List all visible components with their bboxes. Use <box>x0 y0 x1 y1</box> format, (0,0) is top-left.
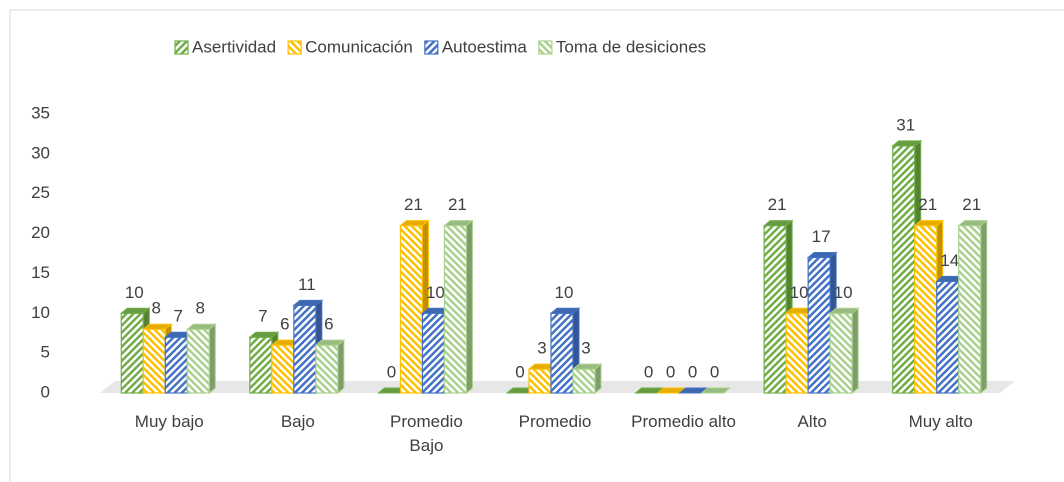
data-label: 31 <box>896 115 915 134</box>
data-label: 3 <box>581 339 590 358</box>
data-label: 10 <box>834 283 853 302</box>
bar-top <box>571 363 603 370</box>
data-label: 10 <box>555 283 574 302</box>
data-label: 0 <box>515 362 524 381</box>
bar-top <box>549 307 581 314</box>
bar-top <box>119 307 151 314</box>
bar <box>443 225 468 394</box>
data-label: 14 <box>940 251 959 270</box>
data-label: 8 <box>196 299 205 318</box>
data-label: 21 <box>448 195 467 214</box>
bar <box>829 312 853 394</box>
data-label: 8 <box>152 299 161 318</box>
bar <box>164 336 188 394</box>
bar <box>249 336 273 394</box>
bar-top <box>700 387 731 394</box>
bar <box>936 280 960 394</box>
data-label: 0 <box>710 362 719 381</box>
bar <box>550 312 574 394</box>
bar-top <box>957 220 989 227</box>
bar-side <box>337 339 345 395</box>
data-label: 21 <box>918 195 937 214</box>
data-label: 10 <box>125 283 144 302</box>
bar-top <box>762 220 794 227</box>
data-label: 10 <box>426 283 445 302</box>
bar-side <box>465 219 473 395</box>
y-tick-label: 10 <box>31 303 50 322</box>
bar-top <box>185 323 217 330</box>
bar-top <box>314 339 346 346</box>
bar-side <box>208 323 216 395</box>
chart-border <box>9 9 1064 482</box>
data-label: 6 <box>324 315 333 334</box>
data-label: 3 <box>537 339 546 358</box>
y-tick-label: 30 <box>31 143 50 162</box>
bar <box>807 256 831 394</box>
data-label: 0 <box>644 362 653 381</box>
bar <box>186 328 210 394</box>
y-tick-label: 0 <box>41 382 50 401</box>
bar-top <box>141 323 173 330</box>
legend-swatch <box>538 40 553 55</box>
bar-top <box>443 220 474 227</box>
bar <box>399 225 424 394</box>
x-tick-label: Muy alto <box>908 412 973 431</box>
bar <box>572 368 596 394</box>
data-label: 0 <box>387 362 396 381</box>
y-tick-label: 35 <box>31 103 50 122</box>
x-tick-label: Promedio Bajo <box>390 412 463 455</box>
bar-side <box>980 219 988 395</box>
bar <box>763 225 787 394</box>
bar-top <box>806 251 838 258</box>
data-label: 17 <box>812 227 831 246</box>
bar-top <box>913 220 945 227</box>
bar-side <box>851 307 859 395</box>
legend-label: Autoestima <box>442 37 528 56</box>
bar <box>958 225 982 394</box>
bar <box>528 368 552 394</box>
x-tick-label: Bajo <box>280 412 315 431</box>
data-label: 7 <box>174 307 183 326</box>
legend-label: Asertividad <box>192 37 276 56</box>
y-tick-label: 20 <box>31 223 50 242</box>
bar <box>421 312 446 394</box>
data-label: 21 <box>962 195 981 214</box>
legend-label: Comunicación <box>305 37 413 56</box>
data-label: 6 <box>280 315 289 334</box>
bar <box>914 225 938 394</box>
data-label: 11 <box>298 275 316 294</box>
data-label: 7 <box>258 307 267 326</box>
y-tick-label: 15 <box>31 263 50 282</box>
legend-label: Toma de desiciones <box>556 37 706 56</box>
bar-top <box>248 331 280 338</box>
bar <box>293 304 317 394</box>
bar <box>142 328 166 394</box>
data-label: 10 <box>790 283 809 302</box>
x-tick-label: Promedio <box>518 412 592 431</box>
bar-top <box>292 299 324 306</box>
data-label: 0 <box>688 362 697 381</box>
x-tick-label: Alto <box>797 412 827 431</box>
bar <box>120 312 144 394</box>
x-tick-label: Muy bajo <box>134 412 204 431</box>
data-label: 0 <box>666 362 675 381</box>
bar <box>315 344 339 394</box>
legend-swatch <box>174 40 189 55</box>
y-tick-label: 5 <box>41 343 50 362</box>
data-label: 21 <box>404 195 423 214</box>
bar-top <box>891 140 923 147</box>
data-label: 21 <box>768 195 787 214</box>
y-tick-label: 25 <box>31 183 50 202</box>
legend-swatch <box>424 40 439 55</box>
legend-swatch <box>287 40 302 55</box>
x-tick-label: Promedio alto <box>631 412 736 431</box>
bar <box>892 145 916 394</box>
bar-top <box>399 220 430 227</box>
bar-top <box>828 307 860 314</box>
bar <box>271 344 295 394</box>
bar <box>785 312 809 394</box>
